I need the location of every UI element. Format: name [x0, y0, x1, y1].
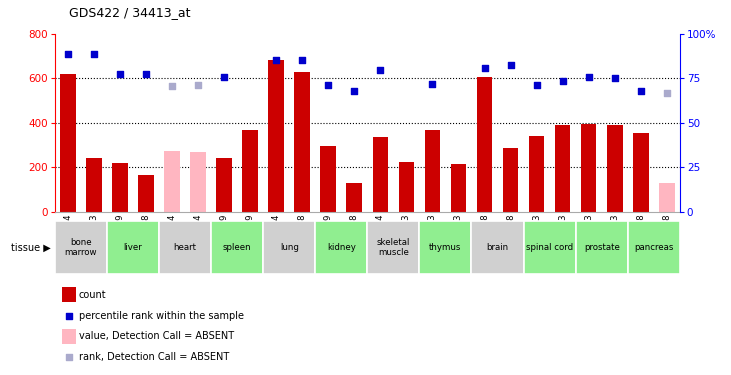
- Point: [62, 51, 74, 57]
- Bar: [529, 136, 545, 212]
- Point: [349, 88, 360, 94]
- Bar: [575, 221, 628, 274]
- Point: [583, 74, 594, 80]
- Bar: [471, 221, 523, 274]
- Text: value, Detection Call = ABSENT: value, Detection Call = ABSENT: [78, 331, 234, 341]
- Point: [374, 67, 386, 73]
- Bar: [62, 288, 76, 302]
- Point: [609, 75, 621, 81]
- Point: [635, 87, 647, 93]
- Point: [114, 71, 126, 77]
- Point: [557, 78, 569, 84]
- Bar: [86, 158, 102, 212]
- Point: [64, 312, 75, 318]
- Text: percentile rank within the sample: percentile rank within the sample: [78, 310, 243, 321]
- Point: [140, 71, 152, 77]
- Bar: [62, 329, 76, 344]
- Text: rank, Detection Call = ABSENT: rank, Detection Call = ABSENT: [78, 352, 229, 362]
- Text: lung: lung: [280, 243, 299, 252]
- Bar: [263, 221, 315, 274]
- Bar: [373, 137, 388, 212]
- Bar: [320, 146, 336, 212]
- Point: [166, 83, 178, 89]
- Text: thymus: thymus: [429, 243, 462, 252]
- Bar: [190, 152, 206, 212]
- Bar: [346, 183, 362, 212]
- Point: [427, 81, 439, 87]
- Bar: [633, 133, 648, 212]
- Bar: [268, 60, 284, 212]
- Bar: [367, 221, 420, 274]
- Point: [661, 90, 673, 96]
- Bar: [211, 221, 263, 274]
- Bar: [398, 162, 414, 212]
- Bar: [315, 221, 367, 274]
- Point: [270, 57, 282, 63]
- Bar: [138, 175, 154, 212]
- Point: [531, 82, 542, 88]
- Text: prostate: prostate: [584, 243, 620, 252]
- Text: tissue ▶: tissue ▶: [12, 243, 51, 252]
- Point: [504, 62, 516, 68]
- Bar: [450, 164, 466, 212]
- Bar: [503, 148, 518, 212]
- Bar: [159, 221, 211, 274]
- Text: skeletal
muscle: skeletal muscle: [376, 238, 410, 257]
- Bar: [112, 164, 128, 212]
- Bar: [295, 72, 310, 212]
- Text: GDS422 / 34413_at: GDS422 / 34413_at: [69, 6, 191, 19]
- Point: [88, 51, 99, 57]
- Bar: [164, 151, 180, 212]
- Bar: [420, 221, 471, 274]
- Point: [192, 82, 204, 88]
- Bar: [477, 77, 492, 212]
- Bar: [659, 183, 675, 212]
- Bar: [242, 130, 258, 212]
- Text: pancreas: pancreas: [634, 243, 673, 252]
- Text: liver: liver: [124, 243, 143, 252]
- Point: [219, 74, 230, 80]
- Text: count: count: [78, 290, 106, 300]
- Bar: [60, 74, 75, 212]
- Text: spleen: spleen: [223, 243, 251, 252]
- Bar: [628, 221, 680, 274]
- Point: [296, 57, 308, 63]
- Point: [64, 354, 75, 360]
- Point: [479, 64, 491, 70]
- Text: bone
marrow: bone marrow: [64, 238, 97, 257]
- Point: [322, 82, 334, 88]
- Text: spinal cord: spinal cord: [526, 243, 573, 252]
- Bar: [425, 130, 440, 212]
- Text: brain: brain: [486, 243, 509, 252]
- Bar: [581, 124, 596, 212]
- Bar: [607, 125, 623, 212]
- Bar: [55, 221, 107, 274]
- Bar: [555, 125, 570, 212]
- Bar: [107, 221, 159, 274]
- Bar: [216, 158, 232, 212]
- Bar: [523, 221, 575, 274]
- Text: heart: heart: [173, 243, 197, 252]
- Text: kidney: kidney: [327, 243, 356, 252]
